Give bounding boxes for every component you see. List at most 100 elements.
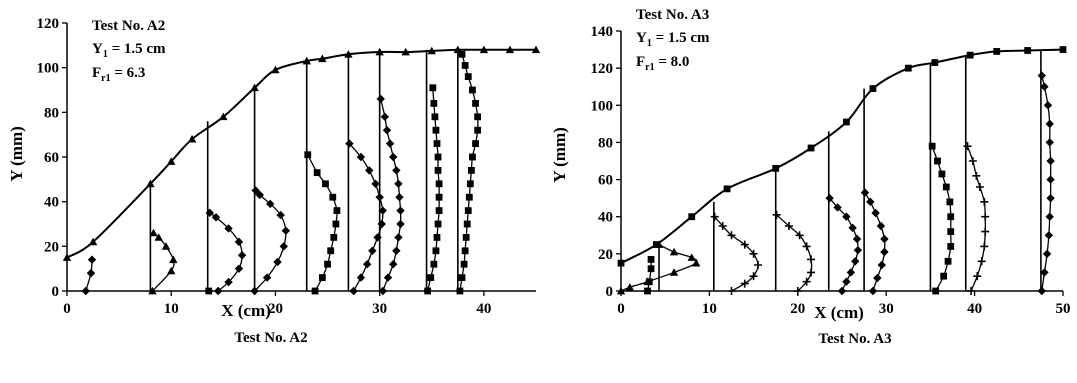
velocity-point — [860, 188, 870, 197]
y-tick-label: 0 — [606, 284, 614, 300]
velocity-point — [383, 273, 393, 282]
water-surface-point — [993, 48, 1001, 55]
velocity-profile-curve — [829, 197, 859, 292]
velocity-point — [973, 272, 982, 281]
velocity-point — [224, 277, 233, 287]
velocity-point — [465, 193, 473, 201]
velocity-point — [87, 255, 97, 264]
velocity-point — [469, 153, 476, 161]
x-tick-label: 40 — [476, 301, 491, 317]
velocity-point — [647, 265, 655, 273]
velocity-section — [205, 121, 213, 295]
water-surface-point — [904, 64, 912, 72]
velocity-section — [1037, 49, 1055, 296]
velocity-point — [380, 112, 390, 121]
velocity-point — [458, 274, 466, 281]
water-surface-point — [167, 157, 176, 165]
velocity-point — [433, 140, 441, 147]
velocity-point — [396, 206, 405, 215]
velocity-section — [710, 201, 763, 295]
annotation-froude: Fr1 = 6.3 — [92, 65, 145, 84]
water-surface-point — [772, 165, 780, 172]
velocity-point — [333, 207, 341, 214]
y-tick-label: 100 — [591, 98, 614, 114]
y-tick-label: 0 — [52, 284, 60, 300]
x-axis-title-a2: X (cm) — [221, 301, 271, 320]
velocity-point — [946, 198, 954, 206]
velocity-point — [880, 247, 889, 257]
velocity-profile-curve — [348, 143, 384, 292]
velocity-section — [205, 208, 247, 296]
velocity-point — [749, 272, 758, 281]
velocity-point — [727, 231, 736, 240]
velocity-point — [389, 260, 398, 269]
water-surface-point — [344, 50, 353, 58]
annotation-froude-symbol: F — [92, 65, 101, 81]
velocity-point — [327, 247, 335, 255]
velocity-point — [975, 183, 984, 191]
velocity-point — [376, 94, 385, 104]
velocity-point — [461, 247, 469, 255]
velocity-point — [237, 251, 247, 260]
caption-a2: Test No. A2 — [234, 330, 307, 346]
velocity-point — [972, 171, 981, 180]
annotation-test-label: Test No. A2 — [92, 18, 165, 34]
velocity-point — [876, 221, 886, 231]
y-tick-label: 120 — [591, 61, 614, 77]
velocity-point — [1045, 212, 1054, 221]
velocity-section — [963, 55, 990, 295]
water-surface-point — [807, 144, 815, 152]
velocity-section — [616, 240, 701, 295]
velocity-point — [394, 233, 403, 242]
annotation-froude-value: = 8.0 — [655, 54, 690, 70]
velocity-point — [718, 222, 727, 230]
water-surface-point — [843, 118, 850, 126]
velocity-profile-curve — [426, 87, 440, 292]
plot-area-a2 — [62, 45, 541, 296]
velocity-section — [860, 88, 889, 296]
water-surface-point — [271, 65, 280, 74]
y-tick-label: 40 — [598, 210, 613, 226]
water-surface-point — [652, 241, 660, 248]
annotation-depth-value: = 1.5 cm — [108, 41, 166, 57]
velocity-point — [149, 228, 158, 237]
water-surface-point — [187, 134, 197, 143]
velocity-point — [1043, 101, 1053, 110]
velocity-point — [433, 234, 441, 241]
y-tick-label: 20 — [598, 247, 613, 263]
water-surface-point — [869, 85, 877, 92]
velocity-point — [963, 142, 972, 151]
velocity-section — [345, 54, 387, 296]
velocity-section — [928, 62, 955, 295]
velocity-point — [866, 197, 875, 207]
velocity-point — [1040, 268, 1049, 277]
velocity-point — [429, 84, 437, 92]
velocity-point — [255, 190, 265, 200]
velocity-point — [942, 183, 950, 191]
velocity-point — [842, 277, 851, 286]
velocity-point — [389, 152, 398, 162]
velocity-point — [266, 199, 275, 209]
velocity-point — [464, 207, 472, 214]
velocity-point — [281, 226, 291, 235]
velocity-section — [81, 255, 97, 296]
velocity-point — [852, 234, 862, 244]
velocity-point — [435, 193, 443, 201]
velocity-point — [329, 193, 337, 201]
x-tick-label: 10 — [164, 301, 179, 317]
velocity-point — [234, 237, 244, 247]
annotation-froude-symbol: F — [636, 54, 645, 70]
velocity-point — [873, 273, 882, 283]
annotation-test-label: Test No. A3 — [636, 7, 709, 23]
velocity-point — [1046, 193, 1055, 203]
annotation-froude-subscript: r1 — [101, 73, 110, 84]
velocity-point — [435, 180, 443, 188]
ticks-a2: 0 10 20 30 40 0 20 40 60 80 100 120 — [37, 16, 492, 317]
velocity-point — [1040, 82, 1049, 91]
velocity-point — [371, 179, 380, 188]
velocity-point — [392, 166, 401, 175]
annotation-depth-value: = 1.5 cm — [652, 30, 710, 46]
annotation-depth: Y1 = 1.5 cm — [636, 30, 710, 49]
velocity-point — [430, 260, 438, 268]
